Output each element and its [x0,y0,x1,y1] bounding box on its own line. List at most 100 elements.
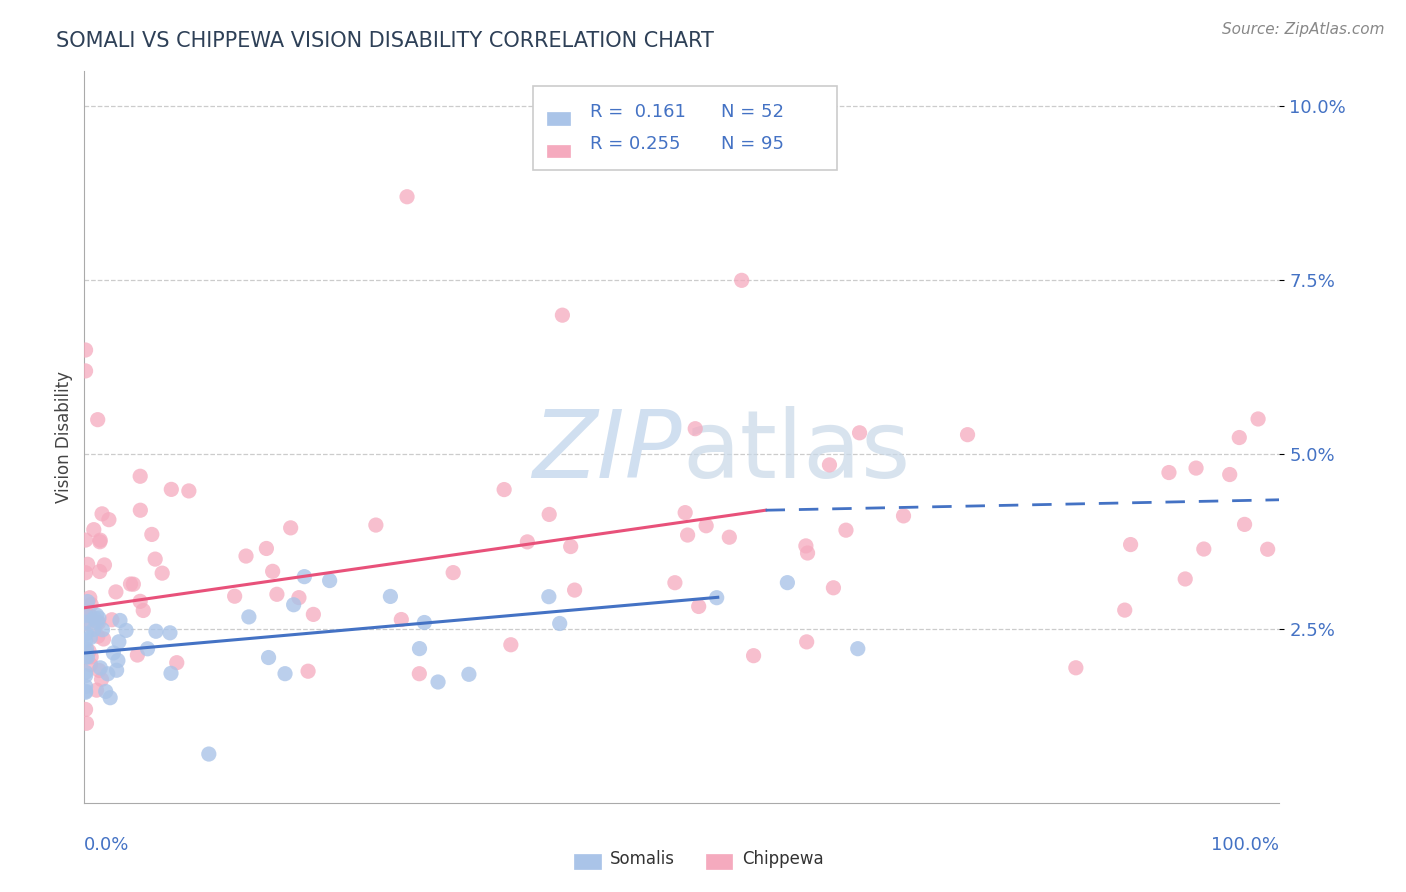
Point [98,690,121,705]
Point [1257,542,1279,557]
Point [75,684,97,698]
Point [107,654,129,668]
Point [89,565,111,579]
Point [548,616,571,631]
Point [676,528,699,542]
Point [90,673,112,687]
Point [292,569,315,583]
Point [389,613,412,627]
Point [75,665,97,680]
Point [104,585,127,599]
Point [75,668,97,682]
Point [83,523,105,537]
Point [1247,412,1270,426]
Point [683,422,706,436]
Point [108,614,131,628]
FancyBboxPatch shape [575,854,600,869]
Text: 0.0%: 0.0% [84,836,129,854]
Point [101,613,124,627]
Point [129,503,152,517]
Point [75,685,97,699]
Point [75,566,97,580]
Point [150,566,173,581]
Point [75,645,97,659]
Point [695,518,717,533]
Point [129,594,152,608]
Point [823,581,845,595]
Point [108,634,131,648]
Point [79,657,101,672]
Point [160,666,183,681]
Point [1157,466,1180,480]
Point [413,615,436,630]
Point [75,604,97,618]
Point [499,638,522,652]
Point [127,648,149,662]
Point [89,661,111,675]
Text: R =  0.161: R = 0.161 [591,103,686,120]
Point [87,629,110,643]
Point [136,641,159,656]
Point [848,425,870,440]
Point [551,308,574,322]
Point [538,508,561,522]
Point [364,518,387,533]
Point [262,565,284,579]
Y-axis label: Vision Disability: Vision Disability [55,371,73,503]
Point [83,611,105,625]
Point [75,716,97,731]
Text: Chippewa: Chippewa [742,850,824,868]
Point [89,534,111,549]
Point [238,610,260,624]
Point [103,646,125,660]
Point [427,675,450,690]
Point [75,343,97,357]
Point [75,650,97,665]
Point [141,527,163,541]
Point [274,666,297,681]
Point [87,615,110,630]
Point [93,558,115,572]
Point [893,508,915,523]
Point [846,641,869,656]
Point [224,589,246,603]
Point [380,590,402,604]
Point [76,558,98,572]
Point [718,530,741,544]
Point [1064,661,1087,675]
Point [76,616,98,631]
Point [86,412,108,426]
Text: N = 52: N = 52 [721,103,785,120]
Point [86,683,108,698]
Point [76,650,98,665]
Point [145,624,167,639]
Point [93,632,115,646]
Point [79,591,101,605]
Point [1219,467,1241,482]
Point [75,533,97,547]
Point [83,623,105,637]
Point [115,624,138,638]
FancyBboxPatch shape [547,145,571,157]
Point [143,552,166,566]
Point [1119,537,1142,551]
Point [564,583,586,598]
Point [120,577,142,591]
Point [75,702,97,716]
Text: atlas: atlas [682,406,910,498]
FancyBboxPatch shape [533,86,838,170]
Point [283,598,305,612]
Point [198,747,221,761]
Point [75,364,97,378]
Point [132,603,155,617]
Point [794,539,817,553]
Point [408,641,430,656]
Point [80,649,103,664]
Point [494,483,516,497]
Point [76,594,98,608]
Point [560,540,582,554]
Point [835,523,858,537]
Point [79,609,101,624]
Point [1233,517,1256,532]
Point [742,648,765,663]
